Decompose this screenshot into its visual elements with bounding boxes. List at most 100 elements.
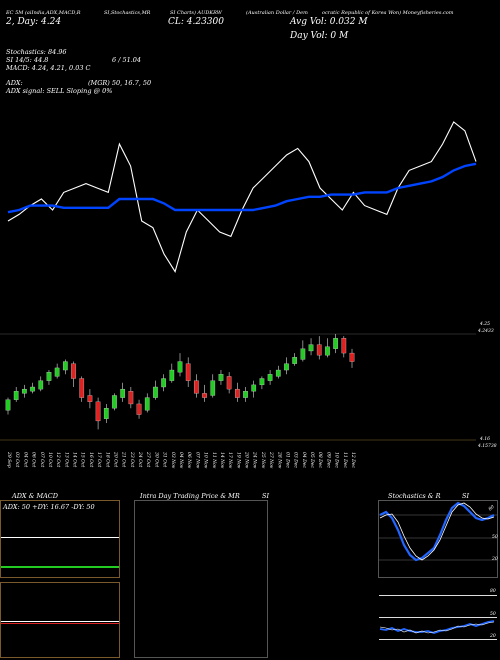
candle-body (300, 348, 306, 360)
date-tick-label: 17 Oct (96, 452, 102, 468)
stochastics-readout: Stochastics: 84.96 (6, 48, 67, 56)
candle-body (325, 346, 330, 356)
day-volume-label: Day Vol: 0 M (290, 31, 349, 41)
candle-body (13, 391, 19, 400)
candle-body (177, 361, 183, 373)
rsi-label-80: 80 (490, 589, 496, 594)
stoch-d-line (379, 502, 495, 561)
candle-body (144, 397, 150, 411)
mgr-readout: (MGR) 50, 16.7, 50 (88, 79, 152, 87)
date-tick-label: 14 Oct (71, 452, 77, 468)
signal-series-line (7, 162, 477, 214)
adx-signal-readout: ADX signal: SELL Sloping @ 0% (6, 87, 113, 95)
date-tick-label: 18 Oct (104, 452, 110, 468)
macd-panel (0, 582, 120, 658)
candle-body (128, 391, 134, 405)
candle-body (79, 378, 85, 398)
date-tick-label: 28 Nov (276, 452, 282, 469)
intraday-panel (134, 500, 268, 658)
date-tick-label: 27 Oct (145, 452, 151, 468)
macd-readout: MACD: 4.24, 4.21, 0.03 C (6, 64, 91, 72)
rsi-level-80 (379, 595, 497, 596)
rsi-line-white (379, 621, 495, 634)
date-tick-label: 19 Nov (235, 452, 241, 469)
date-tick-label: 16 Oct (87, 452, 93, 468)
candle-body (112, 395, 117, 409)
price-axis-top-b: 4.2433 (478, 329, 494, 334)
rsi-level-50 (379, 617, 497, 618)
candle-body (95, 401, 101, 422)
intraday-title: Intra Day Trading Price & MR (140, 492, 240, 500)
date-tick-label: 11 Dec (341, 452, 347, 468)
candle-body (210, 380, 216, 396)
plus-dy-line (1, 566, 119, 568)
adx-readout: ADX: (6, 79, 23, 87)
date-tick-label: 23 Oct (128, 452, 134, 468)
date-tick-label: 10 Nov (202, 452, 208, 469)
candle-body (267, 374, 273, 381)
stoch-k-line (379, 501, 495, 562)
date-tick-label: 25 Nov (259, 452, 265, 469)
date-tick-label: 15 Oct (79, 452, 85, 468)
candlesticks (5, 334, 355, 430)
indicator-lines (7, 121, 477, 273)
candle-body (46, 372, 52, 381)
price-chart (0, 121, 477, 441)
rsi-line (379, 620, 495, 634)
stoch-label-50: 50 (492, 535, 498, 540)
date-tick-label: 24 Nov (251, 452, 257, 469)
adx-panel (0, 500, 120, 578)
candle-body (103, 408, 109, 419)
candle-body (292, 357, 298, 364)
candle-body (259, 378, 265, 386)
date-tick-label: 09 Dec (325, 452, 331, 468)
date-tick-label: 01 Dec (284, 452, 290, 468)
candle-body (333, 338, 338, 349)
chart-header-line1c: SI Charts) AUDKRW (170, 10, 222, 16)
open-price-label: 2, Day: 4.24 (6, 17, 62, 27)
stoch-label-20: 20 (492, 557, 498, 562)
price-axis-bottom-b: 4.15738 (478, 444, 497, 449)
candle-body (341, 338, 347, 354)
date-tick-label: 24 Oct (137, 452, 143, 468)
candle-body (153, 386, 158, 398)
candle-body (120, 388, 126, 398)
candle-body (136, 403, 142, 415)
date-tick-label: 13 Oct (63, 452, 69, 468)
chart-header-line1e: ocratic Republic of Korea Won) Moneyfish… (322, 10, 454, 16)
date-tick-label: 14 Nov (218, 452, 224, 469)
date-tick-label: 31 Oct (161, 452, 167, 468)
date-tick-label: 10 Dec (333, 452, 339, 468)
date-tick-label: 17 Nov (227, 452, 233, 469)
candle-body (349, 352, 355, 362)
macd-signal-line (1, 623, 119, 624)
date-tick-label: 03 Oct (14, 452, 20, 468)
adx-panel-readout: ADX: 50 +DY: 16.67 -DY: 50 (3, 503, 95, 511)
candle-body (54, 367, 60, 377)
candle-body (30, 386, 35, 392)
date-tick-label: 07 Oct (38, 452, 44, 468)
candle-body (308, 344, 314, 352)
date-tick-label: 12 Dec (350, 452, 355, 468)
date-tick-label: 21 Oct (120, 452, 126, 468)
date-tick-label: 03 Nov (169, 452, 175, 469)
candle-body (62, 361, 68, 371)
date-tick-label: 29 Sep (6, 452, 11, 468)
adx-line (1, 537, 119, 538)
candle-body (161, 378, 166, 388)
date-tick-label: 06 Nov (186, 452, 192, 469)
candle-body (226, 376, 232, 390)
candle-body (22, 388, 27, 394)
date-tick-label: 12 Oct (55, 452, 61, 468)
candle-body (234, 388, 240, 398)
candle-body (218, 374, 224, 381)
si-readout-b: 6 / 51.04 (112, 56, 142, 64)
date-tick-label: 20 Oct (112, 452, 118, 468)
date-tick-label: 04 Nov (178, 452, 183, 469)
date-tick-label: 04 Oct (22, 452, 28, 468)
rsi-label-20: 20 (490, 634, 496, 639)
date-tick-label: 10 Oct (46, 452, 52, 468)
candle-body (284, 363, 289, 371)
stochastics-rsi-title-b: SI (462, 492, 470, 500)
candle-body (202, 393, 207, 398)
